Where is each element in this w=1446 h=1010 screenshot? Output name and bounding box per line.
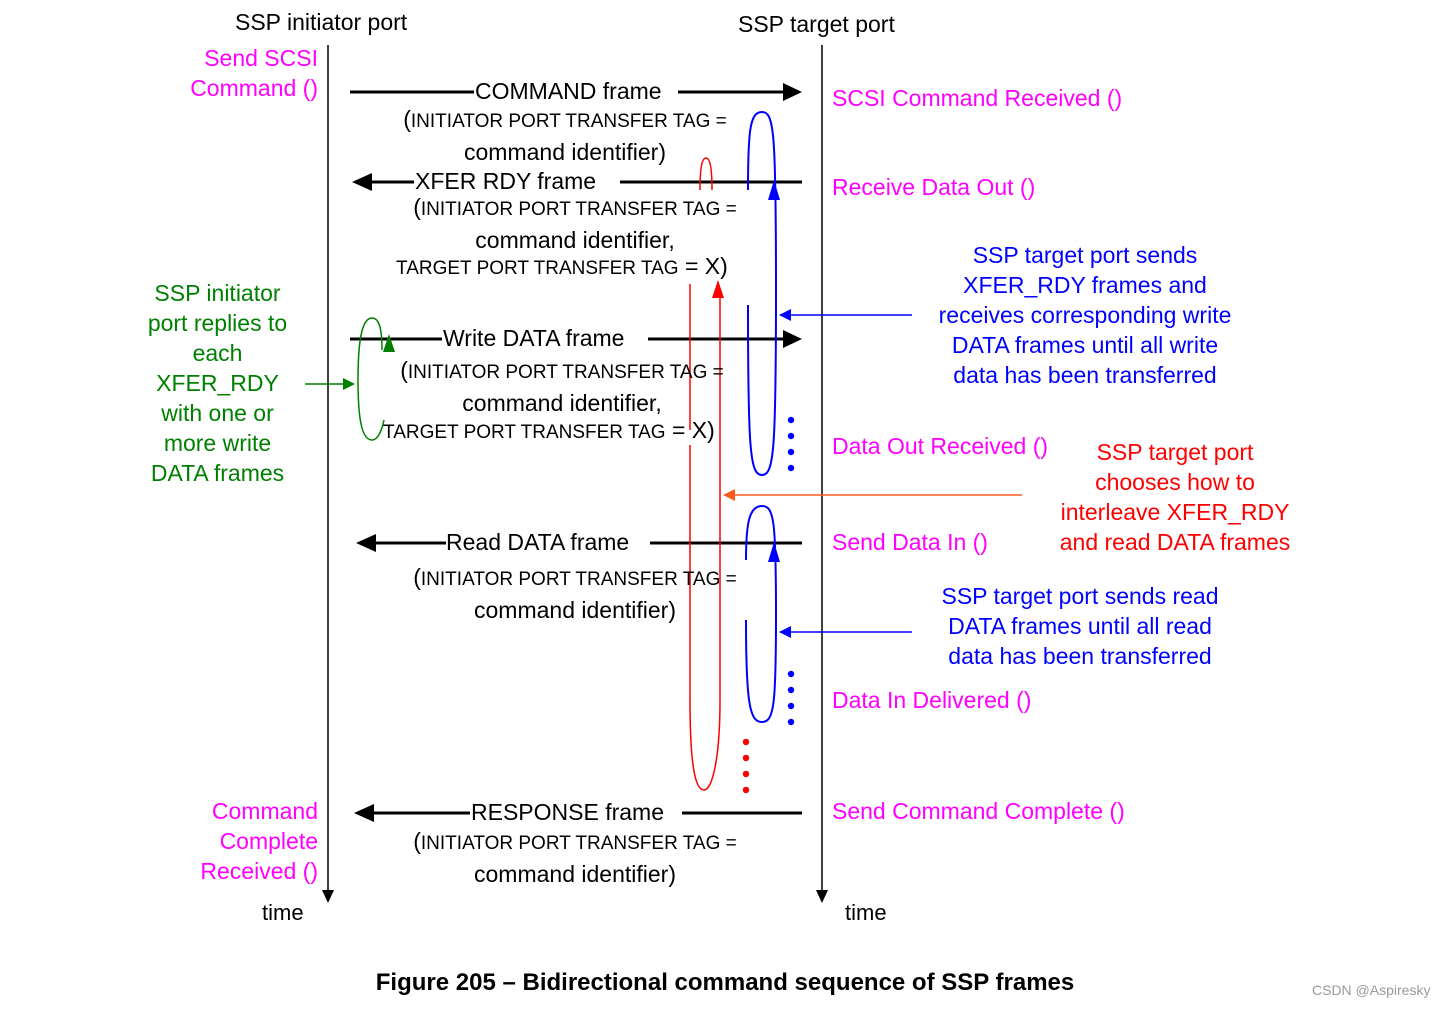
response-frame-tag: (INITIATOR PORT TRANSFER TAG = command i… xyxy=(413,828,737,887)
command-frame-label: COMMAND frame xyxy=(475,78,662,104)
target-interleave-note: SSP target port chooses how to interleav… xyxy=(1059,439,1291,555)
read-data-frame-label: Read DATA frame xyxy=(446,529,630,555)
read-data-frame-arrow xyxy=(356,534,802,552)
command-frame-tag: (INITIATOR PORT TRANSFER TAG = command i… xyxy=(403,106,727,165)
blue-continuation-dots-1 xyxy=(787,416,795,472)
send-command-complete-event: Send Command Complete () xyxy=(832,798,1125,824)
command-frame-arrow xyxy=(350,83,802,101)
read-data-loop xyxy=(745,504,780,724)
data-out-received-event: Data Out Received () xyxy=(832,433,1049,459)
initiator-lifeline xyxy=(322,45,334,903)
xfer-write-loop xyxy=(747,110,780,477)
command-complete-received-event: Command Complete Received () xyxy=(200,798,318,884)
xfer-rdy-frame-label: XFER RDY frame xyxy=(415,168,597,194)
xfer-rdy-target-tag: TARGET PORT TRANSFER TAG = X) xyxy=(396,253,728,279)
initiator-time-label: time xyxy=(262,900,304,925)
red-continuation-dots xyxy=(742,738,750,794)
read-data-frame-tag: (INITIATOR PORT TRANSFER TAG = command i… xyxy=(413,564,737,623)
scsi-command-received-event: SCSI Command Received () xyxy=(832,85,1123,111)
blue-continuation-dots-2 xyxy=(787,670,795,726)
xfer-rdy-frame-tag: (INITIATOR PORT TRANSFER TAG = command i… xyxy=(413,194,737,253)
initiator-reply-loop xyxy=(357,317,395,441)
initiator-port-title: SSP initiator port xyxy=(235,9,408,35)
figure-caption: Figure 205 – Bidirectional command seque… xyxy=(375,969,1075,996)
send-data-in-event: Send Data In () xyxy=(832,529,988,555)
receive-data-out-event: Receive Data Out () xyxy=(832,174,1036,200)
interleave-loop xyxy=(689,157,724,791)
target-port-title: SSP target port xyxy=(738,11,895,37)
target-time-label: time xyxy=(845,900,887,925)
watermark: CSDN @Aspiresky xyxy=(1312,982,1431,998)
write-data-frame-arrow xyxy=(350,330,802,348)
response-frame-label: RESPONSE frame xyxy=(471,799,664,825)
write-data-frame-tag: (INITIATOR PORT TRANSFER TAG = command i… xyxy=(400,357,724,416)
data-in-delivered-event: Data In Delivered () xyxy=(832,687,1032,713)
write-data-target-tag: TARGET PORT TRANSFER TAG = X) xyxy=(383,417,715,443)
xfer-rdy-frame-arrow xyxy=(352,173,802,191)
response-frame-arrow xyxy=(354,804,802,822)
write-data-frame-label: Write DATA frame xyxy=(443,325,625,351)
target-xfer-note: SSP target port sends XFER_RDY frames an… xyxy=(938,242,1232,388)
target-lifeline xyxy=(816,45,828,903)
initiator-replies-note: SSP initiator port replies to each XFER_… xyxy=(147,280,288,486)
target-read-note: SSP target port sends read DATA frames u… xyxy=(941,583,1219,669)
send-scsi-command-event: Send SCSI Command () xyxy=(190,45,318,101)
